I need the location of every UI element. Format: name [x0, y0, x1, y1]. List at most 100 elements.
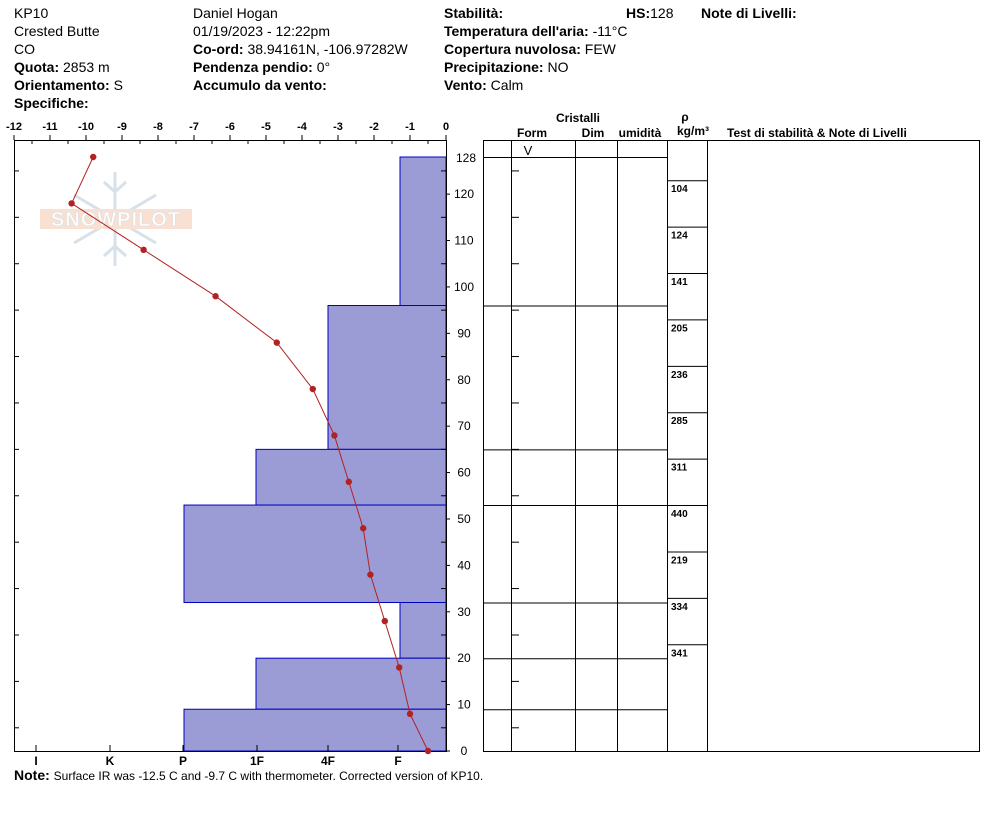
temperature-point: [331, 432, 338, 439]
temp-tick-label: -2: [369, 121, 379, 133]
temp-tick-label: -9: [117, 121, 127, 133]
note-label: Note:: [14, 767, 50, 783]
density-value: 124: [671, 231, 688, 242]
density-value: 311: [671, 463, 688, 474]
note: Note: Surface IR was -12.5 C and -9.7 C …: [14, 767, 483, 784]
height-tick-label: 40: [457, 558, 471, 572]
watermark-band: [40, 209, 192, 229]
height-tick-label: 10: [457, 698, 471, 712]
density-value: 334: [671, 602, 688, 613]
wind-value: Calm: [490, 77, 524, 93]
density-samples: 104 124 141 205 236 285 311 440 219 334 341: [667, 180, 707, 659]
profile-plot-frame: [14, 140, 447, 752]
note-text: Surface IR was -12.5 C and -9.7 C with t…: [53, 769, 484, 783]
hardness-bar: [183, 504, 447, 603]
hardness-bar: [255, 657, 447, 710]
datetime: 01/19/2023 - 12:22pm: [193, 23, 330, 39]
layer-table: [483, 140, 980, 752]
precip-value: NO: [547, 59, 569, 75]
temperature-point: [360, 525, 367, 532]
watermark-text: SNOWPILOT: [51, 209, 181, 231]
height-tick-label: 70: [457, 419, 471, 433]
wind: Vento: Calm: [444, 77, 523, 93]
state: CO: [14, 41, 35, 57]
temperature-point: [424, 747, 432, 755]
hardness-tick-label: P: [179, 754, 187, 768]
aspect-label: Orientamento:: [14, 77, 110, 93]
height-tick-label: 50: [457, 512, 471, 526]
air-temp-value: -11°C: [592, 23, 628, 39]
pit-id: KP10: [14, 5, 49, 21]
surface-form-symbol: V: [524, 143, 533, 158]
layer-boundary-lines: [483, 157, 667, 711]
height-axis: 0 10 20 30 40 50 60 70 80 90 100 110 120 128: [14, 151, 519, 758]
hardness-axis: I K P 1F 4F F: [34, 745, 402, 768]
density-symbol-header: ρ: [681, 110, 688, 124]
density-value: 141: [671, 277, 688, 288]
cloud-value: FEW: [584, 41, 616, 57]
coords-label: Co-ord:: [193, 41, 244, 57]
temp-tick-label: -1: [405, 121, 415, 133]
temperature-point: [396, 664, 403, 671]
hardness-tick-label: K: [106, 754, 115, 768]
temp-tick-label: -3: [333, 121, 343, 133]
density-value: 219: [671, 555, 688, 566]
temperature-point: [140, 246, 147, 254]
temp-tick-label: 0: [443, 121, 449, 133]
precip-label: Precipitazione:: [444, 59, 544, 75]
hardness-bar: [399, 156, 447, 306]
temperature-point: [345, 478, 352, 486]
moisture-header: umidità: [619, 126, 662, 140]
slope: Pendenza pendio: 0°: [193, 59, 330, 75]
precipitation: Precipitazione: NO: [444, 59, 568, 75]
density-value: 440: [671, 509, 688, 520]
temperature-point: [68, 200, 75, 207]
snowpilot-watermark: SNOWPILOT: [40, 172, 192, 266]
hardness-bar: [327, 305, 447, 450]
temperature-profile-line: [70, 156, 429, 752]
tests-header: Test di stabilità & Note di Livelli: [727, 126, 907, 140]
density-unit-header: kg/m³: [677, 124, 709, 138]
hardness-tick-label: F: [394, 754, 401, 768]
height-tick-label: 60: [457, 466, 471, 480]
aspect-value: S: [113, 77, 123, 93]
height-tick-label: 20: [457, 651, 471, 665]
temperature-axis: -12 -11 -10 -9 -8 -7 -6 -5 -4 -3 -2 -1 0: [6, 121, 449, 144]
temperature-point: [212, 293, 219, 300]
temperature-point: [309, 385, 316, 393]
temp-tick-label: -8: [153, 121, 163, 133]
temp-tick-label: -12: [6, 121, 22, 133]
slope-label: Pendenza pendio:: [193, 59, 313, 75]
hardness-tick-label: 1F: [250, 754, 264, 768]
hardness-bar: [183, 708, 447, 752]
temp-tick-label: -10: [78, 121, 94, 133]
hardness-bar: [399, 602, 447, 659]
temp-tick-label: -5: [261, 121, 271, 133]
hardness-tick-label: 4F: [321, 754, 335, 768]
temperature-point: [381, 617, 388, 625]
stability-label: Stabilità:: [444, 5, 504, 21]
temperature-points: [68, 153, 432, 755]
elevation-value: 2853 m: [63, 59, 110, 75]
temperature-point: [273, 339, 280, 346]
temp-tick-label: -11: [42, 121, 57, 133]
form-header: Form: [517, 126, 547, 140]
height-tick-label: 100: [454, 280, 474, 294]
temp-tick-label: -7: [189, 121, 199, 133]
elevation-label: Quota:: [14, 59, 60, 75]
cloud-cover: Copertura nuvolosa: FEW: [444, 41, 616, 57]
height-tick-label: 120: [454, 187, 474, 201]
hardness-bars: [183, 156, 447, 752]
temp-tick-label: -6: [225, 121, 235, 133]
layer-notes-label: Note di Livelli:: [701, 5, 797, 21]
height-tick-label: 90: [457, 326, 471, 340]
density-value: 236: [671, 370, 688, 381]
temperature-point: [406, 710, 414, 718]
density-value: 205: [671, 323, 688, 334]
observer: Daniel Hogan: [193, 5, 278, 21]
hardness-tick-label: I: [34, 754, 37, 768]
hardness-bar: [255, 448, 447, 506]
layer-table-frame: [483, 140, 980, 752]
wind-loading-label: Accumulo da vento:: [193, 77, 327, 93]
